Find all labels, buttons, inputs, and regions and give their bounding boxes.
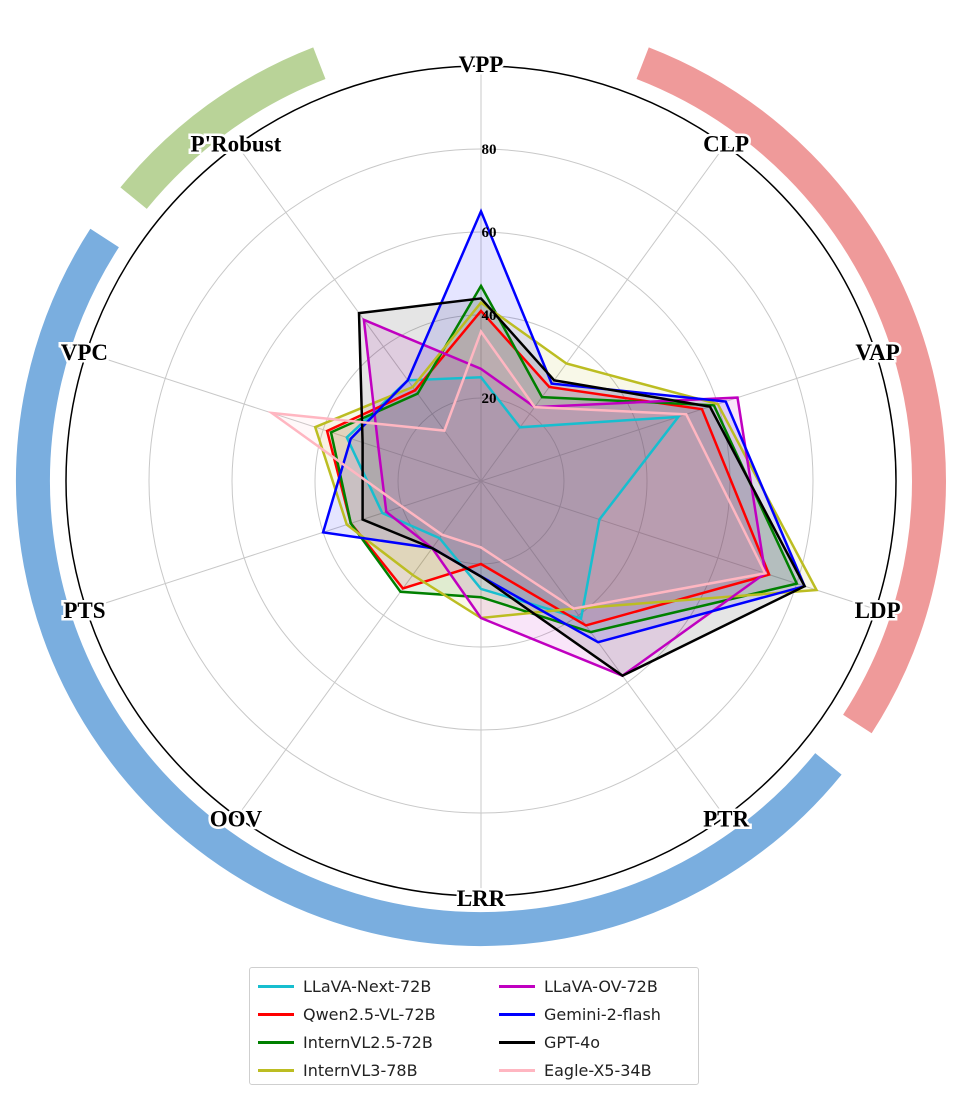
axis-label-ldp: LDP — [855, 598, 901, 623]
legend-label: Qwen2.5-VL-72B — [303, 1004, 436, 1024]
legend-label: Gemini-2-flash — [544, 1004, 661, 1024]
legend-swatch — [258, 1040, 294, 1044]
spoke-PTS — [86, 480, 482, 610]
series-fill-gpt-4o — [359, 298, 805, 676]
axis-label-p-robust: P'Robust — [191, 132, 282, 157]
axis-label-lrr: LRR — [457, 886, 506, 911]
legend-item: Qwen2.5-VL-72B — [258, 1000, 499, 1028]
axis-label-oov: OOV — [210, 806, 263, 831]
legend-item: GPT-4o — [499, 1028, 704, 1056]
series-fill-llava-ov-72b — [363, 319, 766, 676]
legend-label: GPT-4o — [544, 1032, 601, 1052]
spoke-CLP — [480, 144, 726, 482]
series-lines — [267, 208, 819, 678]
series-fill-llava-next-72b — [346, 377, 679, 619]
legend-item: InternVL3-78B — [258, 1056, 499, 1084]
spoke-LDP — [480, 480, 876, 610]
series-fill-eagle-x5-34b — [271, 331, 766, 609]
legend-swatch — [258, 1068, 294, 1072]
series-line-gpt-4o — [357, 297, 807, 678]
legend-swatch — [499, 984, 535, 988]
outer-frame — [65, 65, 897, 897]
legend-label: InternVL2.5-72B — [303, 1032, 433, 1052]
spoke-PTR — [480, 480, 726, 818]
series-fills — [271, 211, 817, 676]
legend-item: InternVL2.5-72B — [258, 1028, 499, 1056]
category-band-3 — [120, 47, 326, 209]
axis-label-pts: PTS — [63, 598, 105, 623]
category-band-1 — [636, 47, 946, 734]
axis-label-ptr: PTR — [703, 806, 749, 831]
category-band-2 — [16, 228, 842, 946]
radar-chart: 20 40 60 80 VPP CLP VAP LDP PTR LRR OOV PTS VPC P'Ro… — [16, 47, 946, 946]
tick-label-60: 60 — [482, 225, 497, 241]
axis-label-clp: CLP — [703, 132, 749, 157]
tick-label-20: 20 — [482, 391, 497, 407]
legend-label: LLaVA-Next-72B — [303, 976, 432, 996]
series-line-eagle-x5-34b — [267, 328, 768, 610]
legend-label: LLaVA-OV-72B — [544, 976, 658, 996]
legend: LLaVA-Next-72B LLaVA-OV-72B Qwen2.5-VL-72B… — [249, 967, 699, 1085]
radial-tick-labels: 20 40 60 80 — [482, 142, 497, 407]
legend-swatch — [499, 1040, 535, 1044]
polar-grid — [65, 65, 897, 897]
legend-item: LLaVA-OV-72B — [499, 972, 704, 1000]
legend-swatch — [499, 1068, 535, 1072]
legend-swatch — [258, 984, 294, 988]
legend-item: Eagle-X5-34B — [499, 1056, 704, 1084]
category-bands — [16, 47, 946, 946]
series-fill-internvl2-5-72b — [331, 285, 797, 633]
spoke-VPC — [86, 352, 482, 482]
spoke-OOV — [236, 480, 482, 818]
legend-swatch — [258, 1012, 294, 1016]
legend-item: Gemini-2-flash — [499, 1000, 704, 1028]
legend-item: LLaVA-Next-72B — [258, 972, 499, 1000]
legend-label: Eagle-X5-34B — [544, 1060, 652, 1080]
axis-label-vpc: VPC — [61, 340, 108, 365]
axis-label-vpp: VPP — [459, 52, 504, 77]
tick-label-80: 80 — [482, 142, 497, 158]
legend-swatch — [499, 1012, 535, 1016]
axis-labels: VPP CLP VAP LDP PTR LRR OOV PTS VPC P'Robust — [58, 50, 903, 914]
series-line-llava-next-72b — [345, 376, 681, 621]
axis-label-vap: VAP — [855, 340, 899, 365]
series-fill-qwen2-5-vl-72b — [327, 310, 770, 626]
legend-label: InternVL3-78B — [303, 1060, 418, 1080]
tick-label-40: 40 — [482, 308, 497, 324]
